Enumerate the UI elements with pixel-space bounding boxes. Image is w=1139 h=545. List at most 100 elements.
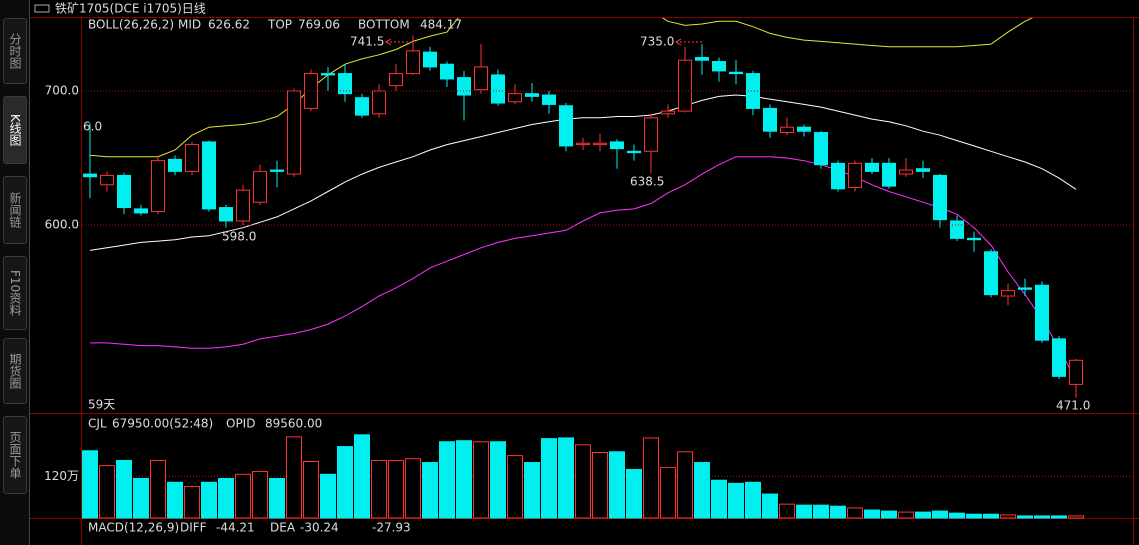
window-icon[interactable] bbox=[34, 4, 50, 13]
candle-body bbox=[661, 110, 675, 115]
candle-body bbox=[253, 170, 267, 203]
candle-body bbox=[1069, 359, 1083, 385]
candle-body bbox=[797, 126, 811, 132]
tab[interactable]: 分时图 bbox=[3, 18, 27, 84]
candle-body bbox=[389, 73, 403, 87]
tab[interactable]: K线图 bbox=[3, 96, 27, 164]
candle-body bbox=[933, 174, 947, 221]
volume-bar bbox=[269, 477, 285, 519]
volume-bar bbox=[490, 441, 506, 519]
candle-body bbox=[695, 57, 709, 61]
candle-body bbox=[406, 50, 420, 75]
y-tick-label: 700.0 bbox=[45, 84, 79, 98]
candle-body bbox=[134, 208, 148, 214]
candle-body bbox=[491, 74, 505, 104]
candle-body bbox=[678, 59, 692, 112]
volume-bar bbox=[422, 462, 438, 519]
volume-value: 67950.00(52:48) bbox=[112, 417, 213, 431]
price-plot bbox=[83, 18, 1083, 398]
annotation-arrowhead bbox=[675, 38, 682, 46]
tab[interactable]: 期货圈 bbox=[3, 338, 27, 404]
candle-body bbox=[457, 77, 471, 96]
candle-body bbox=[355, 97, 369, 116]
volume-bar bbox=[201, 481, 217, 519]
candle-body bbox=[321, 73, 335, 76]
candle-body bbox=[865, 162, 879, 172]
candle-body bbox=[576, 142, 590, 146]
volume-bar bbox=[303, 460, 319, 519]
tab[interactable]: 页面下单 bbox=[3, 416, 27, 494]
candle-body bbox=[984, 251, 998, 296]
volume-bar bbox=[116, 459, 132, 519]
tab[interactable]: 新闻链 bbox=[3, 176, 27, 244]
volume-bar bbox=[1017, 515, 1033, 519]
candle-body bbox=[967, 237, 981, 241]
candle-body bbox=[542, 94, 556, 105]
candle-body bbox=[372, 90, 386, 115]
volume-bar bbox=[133, 477, 149, 519]
macd-value: -44.21 bbox=[216, 521, 255, 535]
volume-bar bbox=[575, 444, 591, 519]
candle-body bbox=[440, 63, 454, 80]
candle-body bbox=[610, 141, 624, 150]
candle-body bbox=[729, 71, 743, 75]
volume-bar bbox=[558, 437, 574, 519]
volume-bar bbox=[167, 481, 183, 519]
opid-value: 89560.00 bbox=[265, 417, 322, 431]
volume-bar bbox=[830, 505, 846, 519]
volume-bar bbox=[286, 436, 302, 519]
tab[interactable]: F10资料 bbox=[3, 256, 27, 330]
boll-line bbox=[89, 18, 1034, 158]
volume-bar bbox=[643, 437, 659, 519]
chart-title: 铁矿1705(DCE i1705)日线 bbox=[55, 2, 206, 16]
candle-body bbox=[627, 150, 641, 154]
macd-label: DEA bbox=[270, 521, 296, 535]
boll-line bbox=[90, 156, 1077, 381]
candle-body bbox=[83, 173, 97, 178]
volume-bar bbox=[150, 459, 166, 519]
candle-body bbox=[712, 61, 726, 72]
candle-body bbox=[814, 132, 828, 166]
legend-value: 484.17 bbox=[420, 18, 462, 32]
y-tick-label: 600.0 bbox=[45, 217, 79, 231]
volume-bar bbox=[1068, 515, 1084, 519]
candle-body bbox=[236, 189, 250, 222]
candle-body bbox=[287, 90, 301, 175]
volume-bar bbox=[252, 471, 268, 519]
volume-bar bbox=[184, 485, 200, 519]
candle-body bbox=[100, 174, 114, 186]
candle-body bbox=[117, 174, 131, 209]
legend-value: 769.06 bbox=[298, 18, 340, 32]
volume-bar bbox=[541, 438, 557, 519]
candle-body bbox=[916, 168, 930, 172]
candle-body bbox=[746, 73, 760, 109]
price-annotation: 741.5 bbox=[350, 35, 384, 49]
price-annotation: 735.0 bbox=[640, 35, 674, 49]
candle-body bbox=[1001, 290, 1015, 297]
candle-body bbox=[474, 66, 488, 91]
candle-body bbox=[219, 207, 233, 222]
volume-bar bbox=[405, 458, 421, 519]
volume-bar bbox=[728, 482, 744, 519]
volume-bar bbox=[1051, 515, 1067, 519]
volume-bar bbox=[592, 451, 608, 519]
price-annotation: 638.5 bbox=[630, 175, 664, 189]
volume-bar bbox=[949, 512, 965, 519]
volume-bar bbox=[660, 466, 676, 519]
volume-bar bbox=[354, 434, 370, 519]
volume-bar bbox=[677, 451, 693, 519]
price-annotation: 6.0 bbox=[83, 120, 102, 134]
volume-bar bbox=[82, 450, 98, 519]
volume-bar bbox=[966, 513, 982, 519]
volume-bar bbox=[694, 462, 710, 519]
candle-body bbox=[1018, 287, 1032, 290]
volume-bar bbox=[524, 462, 540, 519]
volume-bar bbox=[456, 440, 472, 519]
volume-bar bbox=[864, 509, 880, 519]
volume-bar bbox=[983, 513, 999, 519]
boll-line bbox=[89, 94, 1077, 251]
candle-body bbox=[423, 51, 437, 68]
volume-bar bbox=[898, 511, 914, 519]
legend-name: BOTTOM bbox=[358, 18, 410, 32]
candle-body bbox=[270, 169, 284, 172]
